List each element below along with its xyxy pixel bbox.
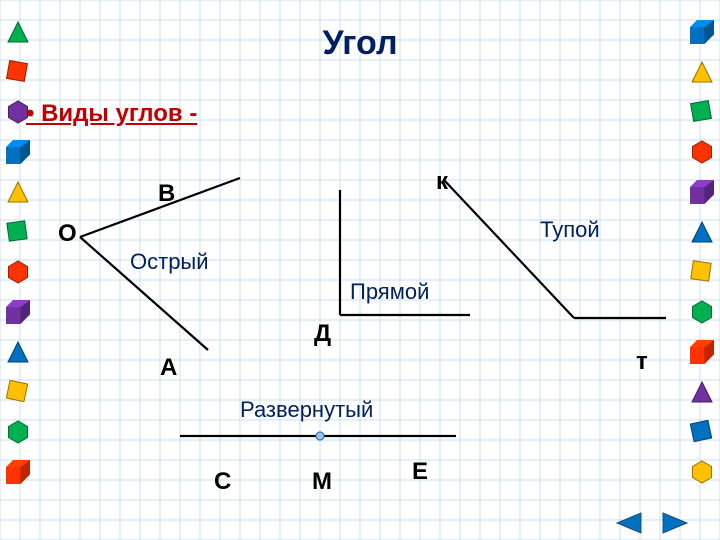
angle-diagram (0, 0, 720, 540)
next-button[interactable] (656, 510, 692, 536)
vertex-С: С (214, 468, 231, 496)
angle-type-straight: Развернутый (240, 398, 360, 421)
vertex-т: т (636, 348, 648, 376)
vertex-Д: Д (314, 320, 331, 348)
angle-type-acute: Острый (130, 250, 209, 273)
arrow-right-icon (657, 511, 691, 535)
prev-button[interactable] (612, 510, 648, 536)
vertex-Е: Е (412, 458, 428, 486)
arrow-left-icon (613, 511, 647, 535)
angle-type-right: Прямой (350, 280, 429, 303)
vertex-B: B (158, 180, 175, 208)
vertex-к: к (436, 168, 448, 196)
vertex-М: М (312, 468, 332, 496)
vertex-O: O (58, 220, 77, 248)
vertex-A: A (160, 354, 177, 382)
slide: Угол • Виды углов - ОстрыйOBAПрямойДТупо… (0, 0, 720, 540)
angle-type-obtuse: Тупой (540, 218, 600, 241)
